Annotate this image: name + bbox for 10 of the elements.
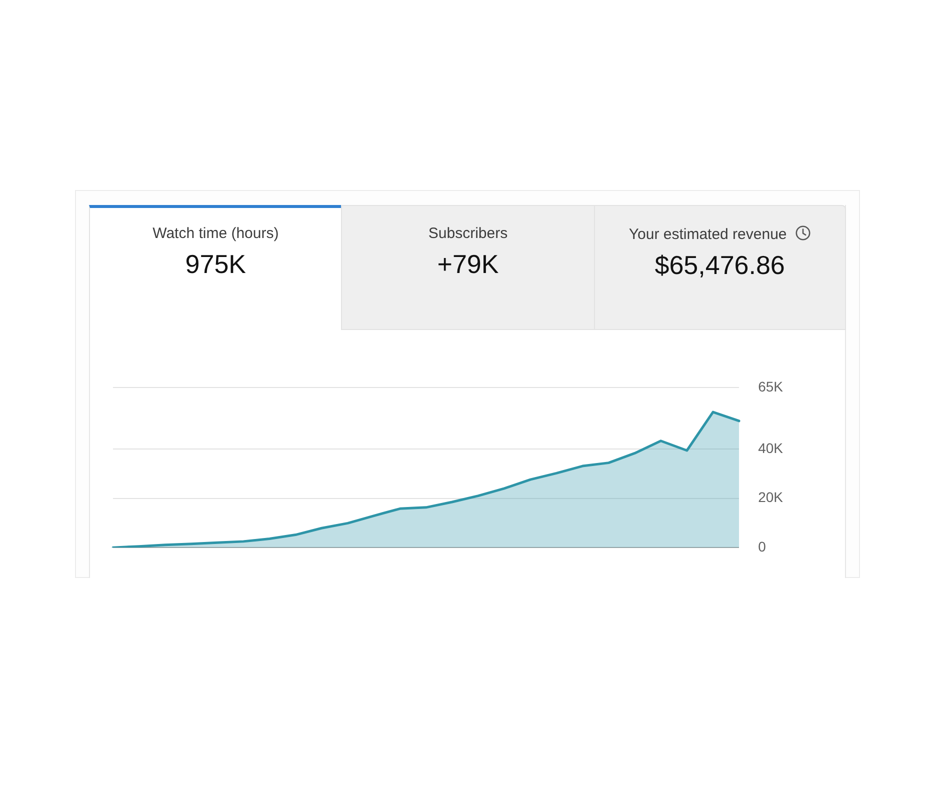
text: Your estimated revenue	[628, 226, 787, 243]
text: $65,476.86	[654, 250, 786, 280]
text: Subscribers	[428, 225, 508, 242]
text: Watch time (hours)	[152, 225, 279, 242]
y-tick-label: 40K	[758, 440, 784, 456]
text: +79K	[436, 249, 500, 279]
y-tick-label: 20K	[758, 489, 784, 506]
text: 975K	[184, 249, 248, 279]
y-tick-label: 0	[758, 538, 766, 554]
y-tick-label: 65K	[758, 378, 784, 394]
